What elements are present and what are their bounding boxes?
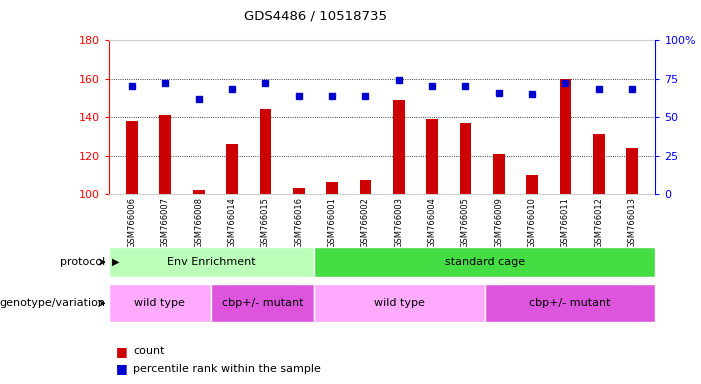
Bar bbox=[484, 284, 655, 323]
Text: Env Enrichment: Env Enrichment bbox=[167, 257, 255, 267]
Text: wild type: wild type bbox=[135, 298, 185, 308]
Bar bbox=[160, 115, 171, 194]
Bar bbox=[314, 284, 484, 323]
Bar bbox=[493, 154, 505, 194]
Text: ▶: ▶ bbox=[112, 257, 120, 267]
Text: count: count bbox=[133, 346, 165, 356]
Text: cbp+/- mutant: cbp+/- mutant bbox=[222, 298, 304, 308]
Text: protocol: protocol bbox=[60, 257, 105, 267]
Bar bbox=[460, 123, 471, 194]
Text: GDS4486 / 10518735: GDS4486 / 10518735 bbox=[244, 10, 387, 23]
Bar bbox=[109, 247, 314, 277]
Bar bbox=[259, 109, 271, 194]
Bar bbox=[226, 144, 238, 194]
Bar bbox=[211, 284, 314, 323]
Bar bbox=[293, 188, 304, 194]
Text: genotype/variation: genotype/variation bbox=[0, 298, 105, 308]
Text: cbp+/- mutant: cbp+/- mutant bbox=[529, 298, 611, 308]
Text: percentile rank within the sample: percentile rank within the sample bbox=[133, 364, 321, 374]
Text: wild type: wild type bbox=[374, 298, 425, 308]
Text: ■: ■ bbox=[116, 362, 128, 375]
Bar bbox=[109, 284, 211, 323]
Bar bbox=[559, 79, 571, 194]
Bar bbox=[314, 247, 655, 277]
Bar bbox=[526, 175, 538, 194]
Bar bbox=[426, 119, 438, 194]
Bar bbox=[393, 100, 404, 194]
Bar bbox=[593, 134, 604, 194]
Text: ■: ■ bbox=[116, 345, 128, 358]
Text: standard cage: standard cage bbox=[444, 257, 524, 267]
Bar bbox=[360, 180, 372, 194]
Bar bbox=[326, 182, 338, 194]
Bar bbox=[626, 148, 638, 194]
Bar bbox=[193, 190, 205, 194]
Bar bbox=[126, 121, 138, 194]
